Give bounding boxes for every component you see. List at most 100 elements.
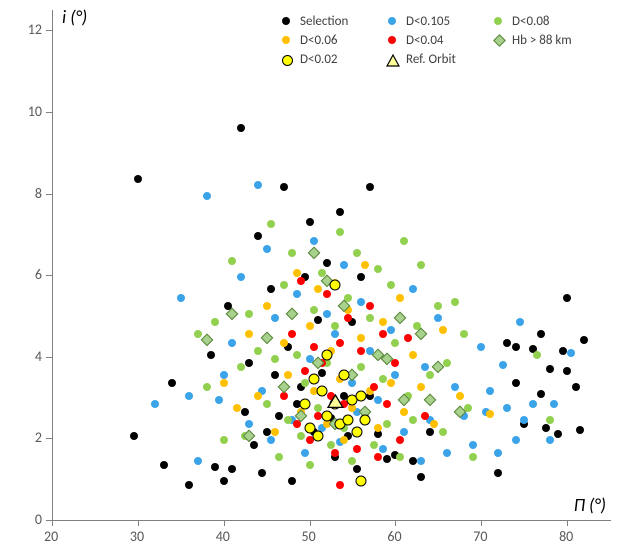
data-point xyxy=(396,436,404,444)
data-point xyxy=(338,370,349,381)
scatter-chart: i (°) Π (°) SelectionD<0.105D<0.08D<0.06… xyxy=(0,0,618,560)
data-point xyxy=(409,457,417,465)
data-point xyxy=(353,445,361,453)
legend-marker xyxy=(386,54,400,66)
x-tick-label: 30 xyxy=(130,528,144,545)
data-point xyxy=(313,431,324,442)
data-point xyxy=(520,416,528,424)
y-tick xyxy=(46,275,52,276)
data-point xyxy=(370,383,378,391)
data-point xyxy=(409,285,417,293)
data-point xyxy=(559,347,567,355)
data-point xyxy=(310,306,318,314)
data-point xyxy=(330,280,341,291)
data-point xyxy=(267,285,275,293)
y-tick-label: 8 xyxy=(35,185,42,202)
data-point xyxy=(400,428,408,436)
data-point xyxy=(321,349,332,360)
data-point xyxy=(439,428,447,436)
data-point xyxy=(400,408,408,416)
data-point xyxy=(211,463,219,471)
data-point xyxy=(130,432,138,440)
y-tick xyxy=(46,357,52,358)
data-point xyxy=(327,441,335,449)
data-point xyxy=(228,257,236,265)
data-point xyxy=(512,436,520,444)
x-tick-label: 70 xyxy=(473,528,487,545)
data-point xyxy=(263,245,271,253)
data-point xyxy=(275,453,283,461)
data-point xyxy=(336,228,344,236)
data-point xyxy=(379,375,387,383)
data-point xyxy=(254,392,262,400)
data-point xyxy=(314,404,322,412)
legend-row: Selection D<0.105 D<0.08 xyxy=(280,14,580,29)
data-point xyxy=(271,355,279,363)
data-point xyxy=(310,343,318,351)
data-point xyxy=(353,465,361,473)
legend-label: Selection xyxy=(300,14,348,29)
data-point xyxy=(271,371,279,379)
data-point xyxy=(233,404,241,412)
legend-marker xyxy=(386,35,400,47)
data-point xyxy=(245,330,253,338)
data-point xyxy=(580,336,588,344)
legend-label: Ref. Orbit xyxy=(406,52,456,67)
legend-item: Ref. Orbit xyxy=(386,52,474,67)
data-point xyxy=(391,359,399,367)
data-point xyxy=(366,302,374,310)
data-point xyxy=(379,318,387,326)
data-point xyxy=(258,469,266,477)
data-point xyxy=(426,371,434,379)
data-point xyxy=(280,339,288,347)
data-point xyxy=(383,455,391,463)
data-point xyxy=(293,269,301,277)
legend-item: D<0.08 xyxy=(492,14,580,29)
legend-item: Hb > 88 km xyxy=(492,33,580,48)
legend-marker xyxy=(492,16,506,28)
data-point xyxy=(396,453,404,461)
y-tick-label: 4 xyxy=(35,348,42,365)
data-point xyxy=(207,351,215,359)
data-point xyxy=(409,416,417,424)
data-point xyxy=(499,361,507,369)
data-point xyxy=(542,424,550,432)
data-point xyxy=(343,415,354,426)
data-point xyxy=(383,420,391,428)
data-point xyxy=(306,322,314,330)
data-point xyxy=(353,249,361,257)
data-point xyxy=(456,392,464,400)
x-tick xyxy=(52,520,53,526)
data-point xyxy=(374,453,382,461)
data-point xyxy=(228,339,236,347)
data-point xyxy=(383,400,391,408)
data-point xyxy=(263,302,271,310)
data-point xyxy=(512,379,520,387)
data-point xyxy=(288,477,296,485)
data-point xyxy=(215,396,223,404)
data-point xyxy=(351,427,362,438)
legend-label: D<0.02 xyxy=(300,52,338,67)
y-tick-label: 0 xyxy=(35,511,42,528)
data-point xyxy=(460,330,468,338)
data-point xyxy=(512,343,520,351)
data-point xyxy=(323,259,331,267)
data-point xyxy=(546,416,554,424)
data-point xyxy=(331,449,339,457)
data-point xyxy=(494,449,502,457)
data-point xyxy=(310,237,318,245)
x-tick-label: 60 xyxy=(387,528,401,545)
data-point xyxy=(550,400,558,408)
legend-item: D<0.06 xyxy=(280,33,368,48)
x-tick xyxy=(224,520,225,526)
data-point xyxy=(314,285,322,293)
data-point xyxy=(426,428,434,436)
x-tick xyxy=(138,520,139,526)
data-point xyxy=(357,273,365,281)
legend-label: D<0.105 xyxy=(406,14,450,29)
data-point xyxy=(271,428,279,436)
data-point xyxy=(331,322,339,330)
x-tick xyxy=(481,520,482,526)
data-point xyxy=(301,449,309,457)
data-point xyxy=(203,383,211,391)
